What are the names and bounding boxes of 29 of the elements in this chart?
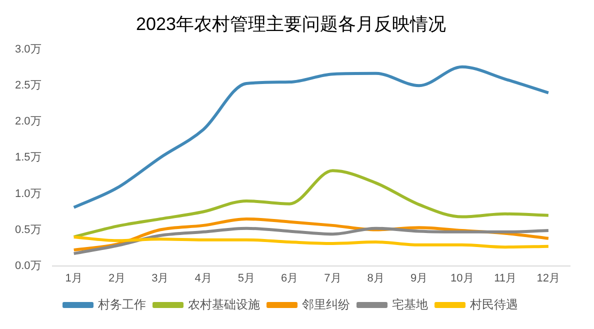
legend-label: 村务工作 <box>97 297 146 312</box>
y-tick-label: 0.5万 <box>14 224 42 236</box>
line-series <box>72 65 550 209</box>
x-tick-label: 7月 <box>324 272 342 284</box>
x-tick-label: 4月 <box>194 272 212 284</box>
legend-label: 农村基础设施 <box>188 297 260 312</box>
x-tick-label: 10月 <box>450 272 474 284</box>
line-series <box>72 235 550 249</box>
y-tick-label: 2.0万 <box>14 116 42 128</box>
x-tick-label: 6月 <box>281 272 298 284</box>
y-tick-label: 2.5万 <box>14 80 42 92</box>
legend-label: 邻里纠纷 <box>302 297 350 312</box>
line-series <box>72 169 550 238</box>
legend-label: 村民待遇 <box>469 297 518 312</box>
y-tick-label: 1.5万 <box>14 152 42 164</box>
x-tick-label: 9月 <box>410 272 428 284</box>
x-tick-label: 2月 <box>108 272 126 284</box>
y-tick-label: 1.0万 <box>14 188 42 200</box>
x-tick-label: 5月 <box>238 272 255 284</box>
x-tick-label: 8月 <box>367 272 384 284</box>
x-tick-label: 11月 <box>494 272 516 284</box>
legend-label: 宅基地 <box>392 297 428 312</box>
x-tick-label: 12月 <box>536 272 560 284</box>
y-tick-label: 3.0万 <box>14 44 42 56</box>
x-tick-label: 1月 <box>65 272 82 284</box>
line-series <box>72 226 550 256</box>
y-tick-label: 0.0万 <box>14 260 42 272</box>
chart-title: 2023年农村管理主要问题各月反映情况 <box>136 14 446 34</box>
x-tick-label: 3月 <box>152 272 169 284</box>
